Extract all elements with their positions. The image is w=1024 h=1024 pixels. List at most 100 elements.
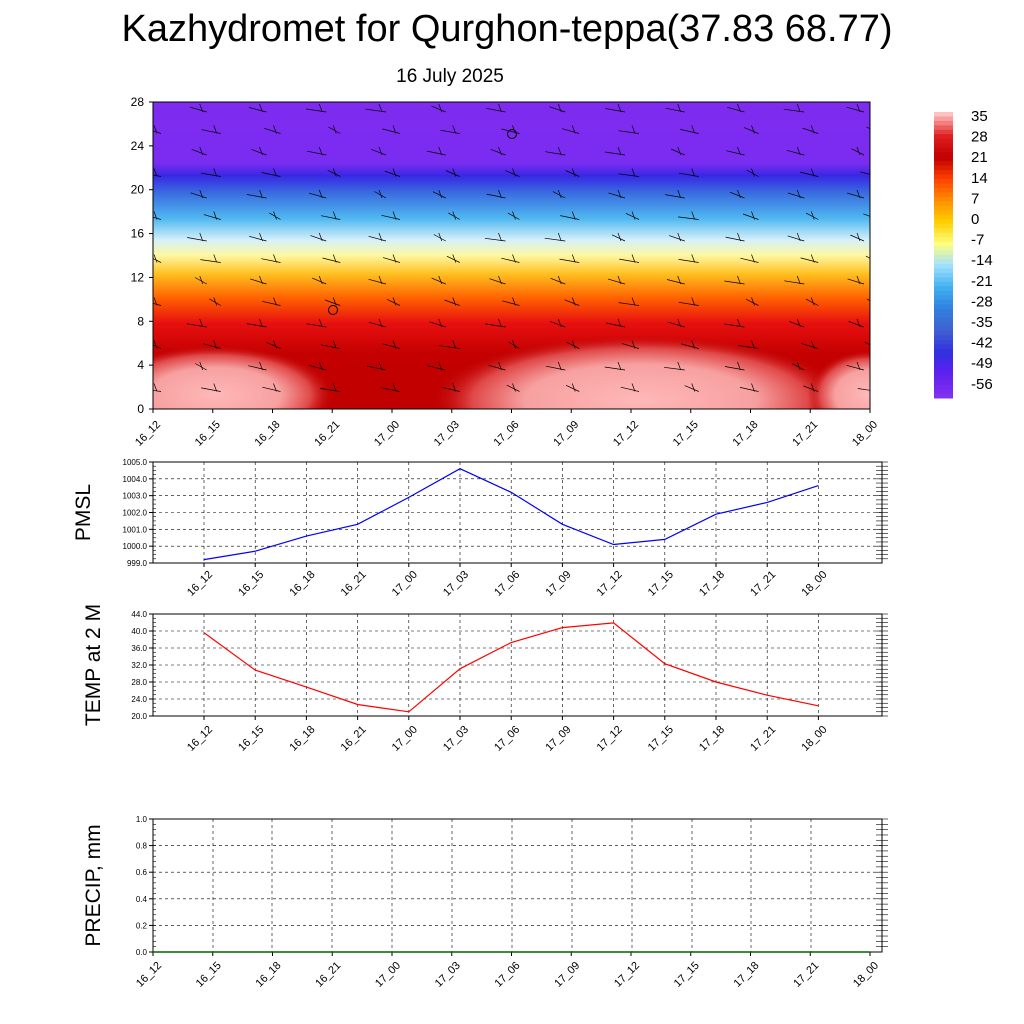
x-tick-label: 17_09 <box>543 569 573 599</box>
wind-barb <box>621 340 640 349</box>
wind-barb <box>788 318 805 328</box>
wind-barb <box>565 168 580 177</box>
wind-barb <box>374 189 387 199</box>
colorbar-segment <box>934 143 953 149</box>
wind-barb <box>565 383 580 392</box>
colorbar-segment <box>934 330 953 336</box>
colorbar-segment <box>934 147 953 153</box>
wind-barb <box>431 103 446 113</box>
x-tick-label: 17_18 <box>732 960 762 990</box>
colorbar-segment <box>934 219 953 225</box>
wind-barb <box>203 340 221 349</box>
x-tick-label: 18_00 <box>799 569 829 599</box>
wind-barb <box>549 103 566 113</box>
colorbar-segment <box>934 116 953 122</box>
wind-barb <box>783 103 805 113</box>
wind-barb <box>606 318 626 328</box>
colorbar-segment <box>934 156 953 162</box>
wind-barb <box>264 125 281 134</box>
y-tick-label: 0.4 <box>136 895 148 904</box>
x-tick-label: 16_21 <box>339 569 369 599</box>
wind-barb <box>847 189 865 199</box>
x-tick-label: 17_00 <box>373 960 403 990</box>
wind-barb <box>745 297 759 306</box>
x-tick-label: 17_15 <box>646 724 676 754</box>
wind-barb <box>801 340 819 349</box>
x-tick-label: 17_03 <box>432 419 462 449</box>
wind-barb <box>664 361 685 371</box>
x-tick-label: 16_21 <box>339 724 369 754</box>
colorbar-segment <box>934 357 953 363</box>
wind-barb <box>791 361 805 371</box>
warm-core-right <box>808 350 870 409</box>
colorbar-segment <box>934 335 953 341</box>
wind-barb <box>864 341 870 346</box>
colorbar-segment <box>934 174 953 180</box>
x-tick-label: 17_18 <box>697 724 727 754</box>
y-tick-label: 1.0 <box>136 815 148 824</box>
wind-barb <box>249 275 267 285</box>
wind-barb <box>262 297 281 306</box>
wind-barb <box>857 388 870 391</box>
colorbar-label: -49 <box>971 355 993 372</box>
x-tick-label: 16_12 <box>134 960 164 990</box>
wind-barb <box>431 275 446 285</box>
y-tick-label: 1002.0 <box>123 509 148 518</box>
wind-barb <box>189 103 207 113</box>
y-tick-label: 12 <box>131 270 145 284</box>
colorbar-segment <box>934 375 953 381</box>
colorbar-segment <box>934 214 953 220</box>
panel-frame <box>152 818 883 953</box>
colorbar-label: -28 <box>971 293 993 310</box>
colorbar-segment <box>934 152 953 158</box>
wind-barb <box>203 211 221 220</box>
colorbar-segment <box>934 313 953 319</box>
wind-barb <box>739 383 759 392</box>
minor-ticks <box>153 613 888 717</box>
wind-barb <box>866 298 870 302</box>
colorbar-segment <box>934 250 953 256</box>
y-tick-label: 28.0 <box>131 678 147 687</box>
wind-barb <box>448 211 460 220</box>
warm-core-left <box>153 345 335 409</box>
wind-barb <box>618 297 640 306</box>
wind-barb <box>848 318 865 328</box>
colorbar-segment <box>934 281 953 287</box>
colorbar-segment <box>934 299 953 305</box>
wind-barb <box>619 254 640 263</box>
wind-barb <box>308 361 327 371</box>
colorbar-segment <box>934 196 953 202</box>
colorbar-segment <box>934 259 953 265</box>
wind-barb <box>246 189 267 199</box>
wind-barb <box>787 189 805 199</box>
wind-barb <box>684 383 699 392</box>
colorbar-segment <box>934 232 953 238</box>
x-tick-label: 17_06 <box>493 960 523 990</box>
colorbar-segment <box>934 210 953 216</box>
wind-barb <box>153 125 162 134</box>
colorbar-segment <box>934 223 953 229</box>
wind-barb <box>742 211 759 220</box>
wind-barb <box>269 211 281 220</box>
colorbar-segment <box>934 290 953 296</box>
x-tick-label: 17_21 <box>748 569 778 599</box>
wind-barb <box>604 361 626 371</box>
colorbar-segment <box>934 183 953 189</box>
y-tick-label: 8 <box>137 314 144 328</box>
wind-barb <box>726 146 745 156</box>
wind-barb <box>552 189 566 199</box>
calm-marker <box>328 305 338 315</box>
wind-barb <box>320 340 341 349</box>
wind-barb <box>618 125 640 134</box>
colorbar-label: 21 <box>971 149 988 166</box>
colorbar-label: -56 <box>971 376 993 393</box>
wind-barb <box>432 189 446 199</box>
wind-barb <box>544 232 566 242</box>
wind-barb <box>381 211 401 220</box>
y-tick-label: 0.8 <box>136 842 148 851</box>
wind-barb <box>666 275 685 285</box>
wind-barb <box>618 168 640 177</box>
wind-barb <box>729 189 745 199</box>
x-tick-label: 17_06 <box>492 419 522 449</box>
wind-barb <box>153 254 162 263</box>
